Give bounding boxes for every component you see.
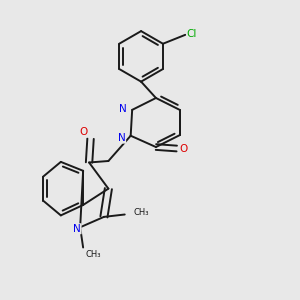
Text: CH₃: CH₃ [85,250,101,260]
Text: O: O [79,127,87,137]
Text: N: N [118,133,126,143]
Text: N: N [119,104,127,114]
Text: CH₃: CH₃ [134,208,149,217]
Text: Cl: Cl [187,29,197,39]
Text: O: O [179,143,188,154]
Text: N: N [73,224,81,234]
